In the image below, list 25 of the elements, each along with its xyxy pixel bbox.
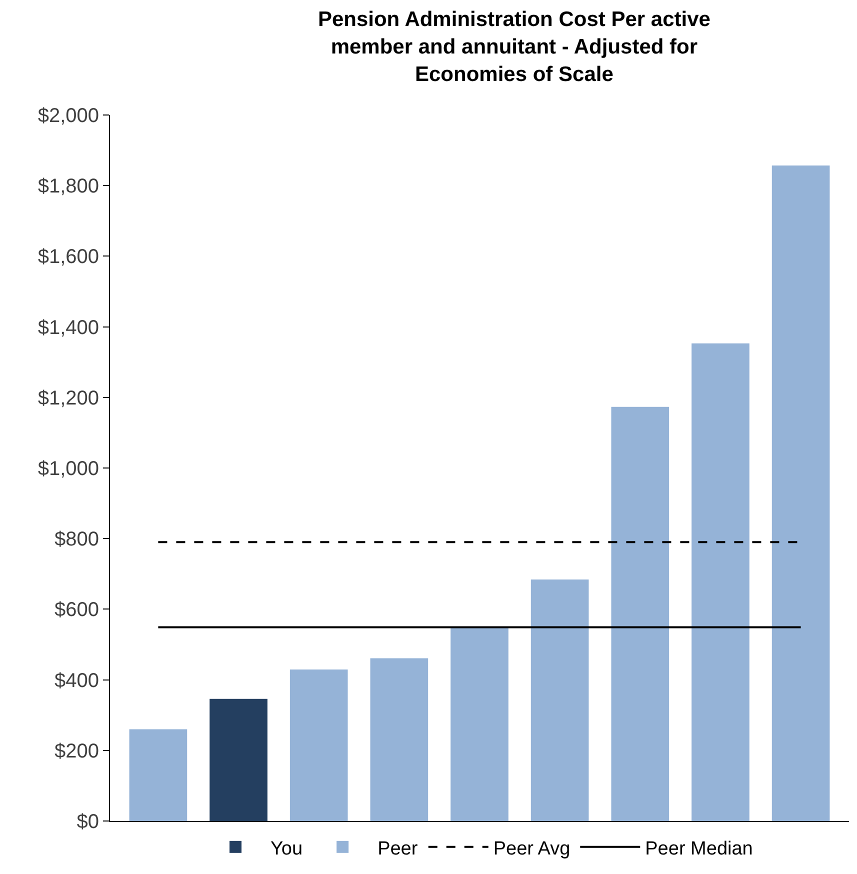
- chart-title: Pension Administration Cost Per active member and annuitant - Adjusted for Economies of Scale: [318, 8, 710, 86]
- y-tick-label: $1,200: [38, 387, 99, 410]
- legend-label: Peer Median: [645, 838, 753, 860]
- bar: [129, 729, 188, 821]
- bar: [692, 343, 750, 821]
- y-tick-label: $1,600: [38, 246, 99, 268]
- legend-label: You: [270, 838, 303, 860]
- y-tick-label: $800: [54, 528, 99, 551]
- bar: [772, 165, 830, 821]
- y-tick-label: $600: [54, 599, 99, 622]
- y-tick-label: $1,800: [38, 176, 99, 198]
- bar: [370, 658, 428, 821]
- bar: [290, 670, 348, 821]
- bar: [530, 580, 589, 821]
- y-tick-label: $200: [54, 740, 99, 762]
- bar: [450, 626, 508, 821]
- legend-label: Peer: [378, 838, 418, 860]
- bar: [210, 698, 268, 821]
- y-tick-label: $1,400: [38, 316, 99, 339]
- legend-label: Peer Avg: [493, 838, 570, 860]
- bar: [611, 406, 670, 821]
- y-tick-label: $0: [76, 811, 99, 833]
- y-tick-label: $400: [54, 670, 99, 692]
- y-tick-label: $1,000: [38, 458, 99, 480]
- y-tick-label: $2,000: [38, 105, 99, 127]
